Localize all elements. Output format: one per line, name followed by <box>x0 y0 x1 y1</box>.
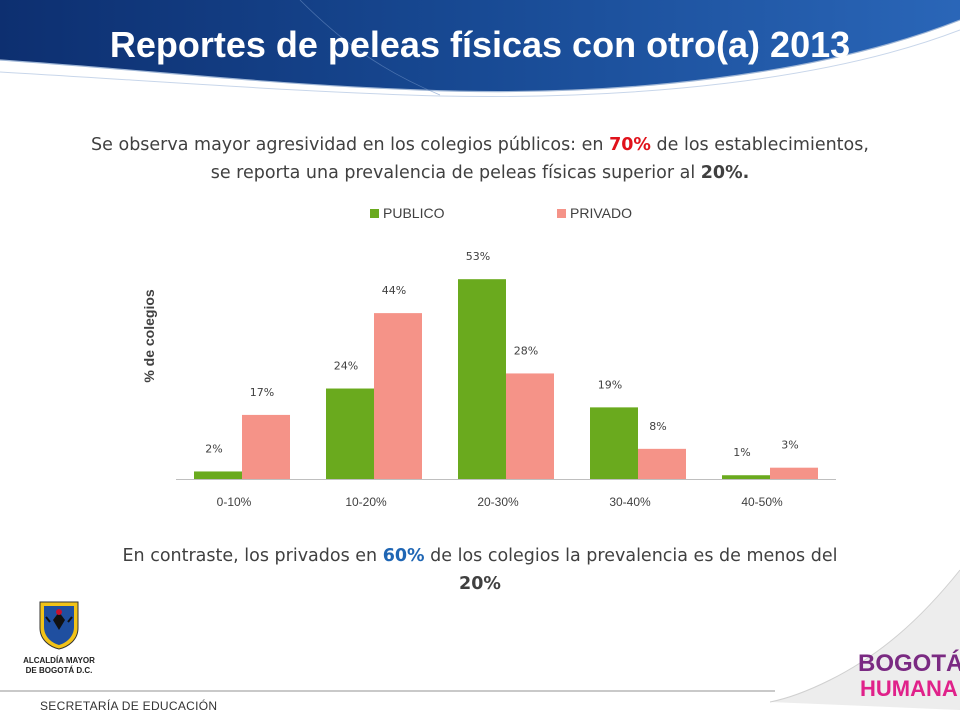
chart-legend: PUBLICO PRIVADO <box>0 205 960 225</box>
footer-divider <box>0 690 775 692</box>
x-tick-label-3: 30-40% <box>609 495 651 509</box>
data-label-privado-0: 17% <box>250 386 274 399</box>
coat-of-arms-icon <box>39 601 79 650</box>
bar-publico-0 <box>194 471 242 479</box>
legend-item-privado: PRIVADO <box>557 205 632 221</box>
data-label-privado-1: 44% <box>382 284 406 297</box>
alcaldia-caption: ALCALDÍA MAYOR DE BOGOTÁ D.C. <box>18 656 100 676</box>
brand-line2: HUMANA <box>860 676 958 701</box>
outro-highlight-2: 20% <box>459 574 501 594</box>
brand-line1: BOGOTÁ <box>858 650 960 677</box>
legend-item-publico: PUBLICO <box>370 205 444 221</box>
bar-privado-1 <box>374 313 422 479</box>
data-label-publico-1: 24% <box>334 360 358 373</box>
outro-highlight-1: 60% <box>382 546 425 566</box>
data-label-publico-4: 1% <box>733 446 750 459</box>
x-tick-label-0: 0-10% <box>217 495 252 509</box>
header-banner: Reportes de peleas físicas con otro(a) 2… <box>0 0 960 110</box>
bar-publico-3 <box>590 407 638 479</box>
alcaldia-caption-line2: DE BOGOTÁ D.C. <box>25 666 93 675</box>
legend-label-privado: PRIVADO <box>570 205 632 221</box>
data-label-publico-2: 53% <box>466 250 490 263</box>
page-title: Reportes de peleas físicas con otro(a) 2… <box>109 24 851 65</box>
legend-label-publico: PUBLICO <box>383 205 445 221</box>
outro-text-1: En contraste, los privados en <box>122 546 383 566</box>
bogota-humana-logo: BOGOTÁ HUMANA <box>858 650 960 710</box>
y-axis-label: % de colegios <box>141 289 157 383</box>
x-tick-label-4: 40-50% <box>741 495 783 509</box>
data-label-privado-4: 3% <box>781 439 798 452</box>
data-label-privado-3: 8% <box>649 420 666 433</box>
bar-privado-2 <box>506 373 554 479</box>
intro-highlight-2: 20%. <box>700 163 750 183</box>
legend-swatch-privado <box>557 208 566 218</box>
alcaldia-caption-line1: ALCALDÍA MAYOR <box>23 656 95 665</box>
x-tick-label-1: 10-20% <box>345 495 387 509</box>
outro-text-2: de los colegios la prevalencia es de men… <box>424 546 838 566</box>
footer-secretaria: SECRETARÍA DE EDUCACIÓN <box>40 699 218 713</box>
intro-highlight-1: 70% <box>609 135 651 155</box>
x-tick-label-2: 20-30% <box>477 495 519 509</box>
alcaldia-logo: ALCALDÍA MAYOR DE BOGOTÁ D.C. <box>18 600 98 680</box>
bar-privado-3 <box>638 448 686 479</box>
bar-publico-2 <box>458 279 506 479</box>
bar-publico-4 <box>722 475 770 479</box>
data-label-publico-3: 19% <box>598 378 622 391</box>
bar-privado-4 <box>770 467 818 479</box>
outro-paragraph: En contraste, los privados en 60% de los… <box>120 542 840 598</box>
intro-text-2: de los establecimientos, se reporta una … <box>210 135 869 183</box>
page-curl-decoration <box>770 569 960 710</box>
bar-privado-0 <box>242 414 290 479</box>
legend-swatch-publico <box>370 208 379 218</box>
data-label-privado-2: 28% <box>514 344 538 357</box>
header-background <box>0 0 960 97</box>
intro-text-1: Se observa mayor agresividad en los cole… <box>91 135 610 155</box>
bar-chart: % de colegios 2% 17% 0-10% 24% 44% 10-20% 53% 28… <box>141 250 836 509</box>
bar-publico-1 <box>326 388 374 479</box>
data-label-publico-0: 2% <box>205 442 222 455</box>
intro-paragraph: Se observa mayor agresividad en los cole… <box>80 131 880 187</box>
